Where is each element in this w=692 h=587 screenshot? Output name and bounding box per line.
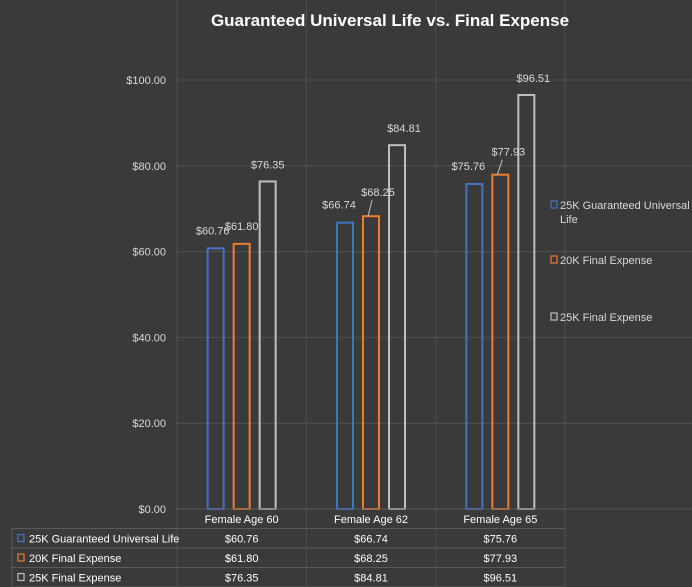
table-cell: $68.25 [354, 553, 388, 565]
table-cell: $60.76 [225, 534, 259, 546]
legend: 25K Guaranteed Universal Life 20K Final Ex… [550, 200, 690, 324]
table-legend-key [17, 553, 25, 562]
y-tick-label: $80.00 [132, 161, 166, 173]
legend-label: 25K Final Expense [560, 312, 652, 324]
data-label: $84.81 [387, 123, 421, 135]
y-tick-label: $40.00 [132, 332, 166, 344]
y-axis: $0.00 $20.00 $40.00 $60.00 $80.00 $100.00 [126, 75, 166, 516]
data-label: $75.76 [452, 161, 486, 173]
data-table: Female Age 60 Female Age 62 Female Age 65 2… [11, 508, 565, 587]
y-tick-label: $20.00 [132, 418, 166, 430]
y-tick-label: $60.00 [132, 247, 166, 259]
data-label-leader [367, 200, 373, 217]
legend-swatch [550, 255, 558, 264]
legend-label: 25K Guaranteed Universal Life [560, 200, 690, 226]
table-row-header: 25K Guaranteed Universal Life [29, 534, 179, 546]
table-cell: $61.80 [225, 553, 259, 565]
y-tick-label: $0.00 [138, 504, 166, 516]
legend-label-line: Life [560, 214, 578, 226]
legend-swatch [550, 200, 558, 209]
table-cell: $96.51 [484, 573, 518, 585]
table-cell: $84.81 [354, 573, 388, 585]
table-row-header: 25K Final Expense [29, 573, 121, 585]
table-cell: $77.93 [484, 553, 518, 565]
data-labels: $60.76$61.80 $76.35 $66.74 $68.25 $84.81 $75.… [196, 73, 550, 237]
data-label: $68.25 [361, 187, 395, 199]
data-label: $66.74 [322, 200, 356, 212]
table-legend-key [17, 572, 25, 582]
data-label: $61.80 [225, 221, 259, 233]
legend-swatch [550, 312, 558, 321]
table-cell: $76.35 [225, 573, 259, 585]
table-legend-key [17, 533, 25, 543]
data-label-leader [496, 159, 503, 175]
data-label: $96.51 [517, 73, 551, 85]
legend-label-line: 25K Guaranteed Universal [560, 200, 690, 212]
data-label: $76.35 [251, 159, 285, 171]
chart-title: Guaranteed Universal Life vs. Final Expe… [211, 11, 569, 30]
legend-label: 20K Final Expense [560, 255, 652, 267]
table-cell: $66.74 [354, 534, 388, 546]
data-label: $77.93 [492, 147, 526, 159]
x-tick-label: Female Age 65 [463, 514, 537, 526]
table-row-header: 20K Final Expense [29, 553, 121, 565]
x-tick-label: Female Age 62 [334, 514, 408, 526]
table-cell: $75.76 [484, 534, 518, 546]
gridlines [176, 0, 692, 587]
x-tick-label: Female Age 60 [205, 514, 279, 526]
data-label: $60.76 [196, 225, 230, 237]
y-tick-label: $100.00 [126, 75, 166, 87]
